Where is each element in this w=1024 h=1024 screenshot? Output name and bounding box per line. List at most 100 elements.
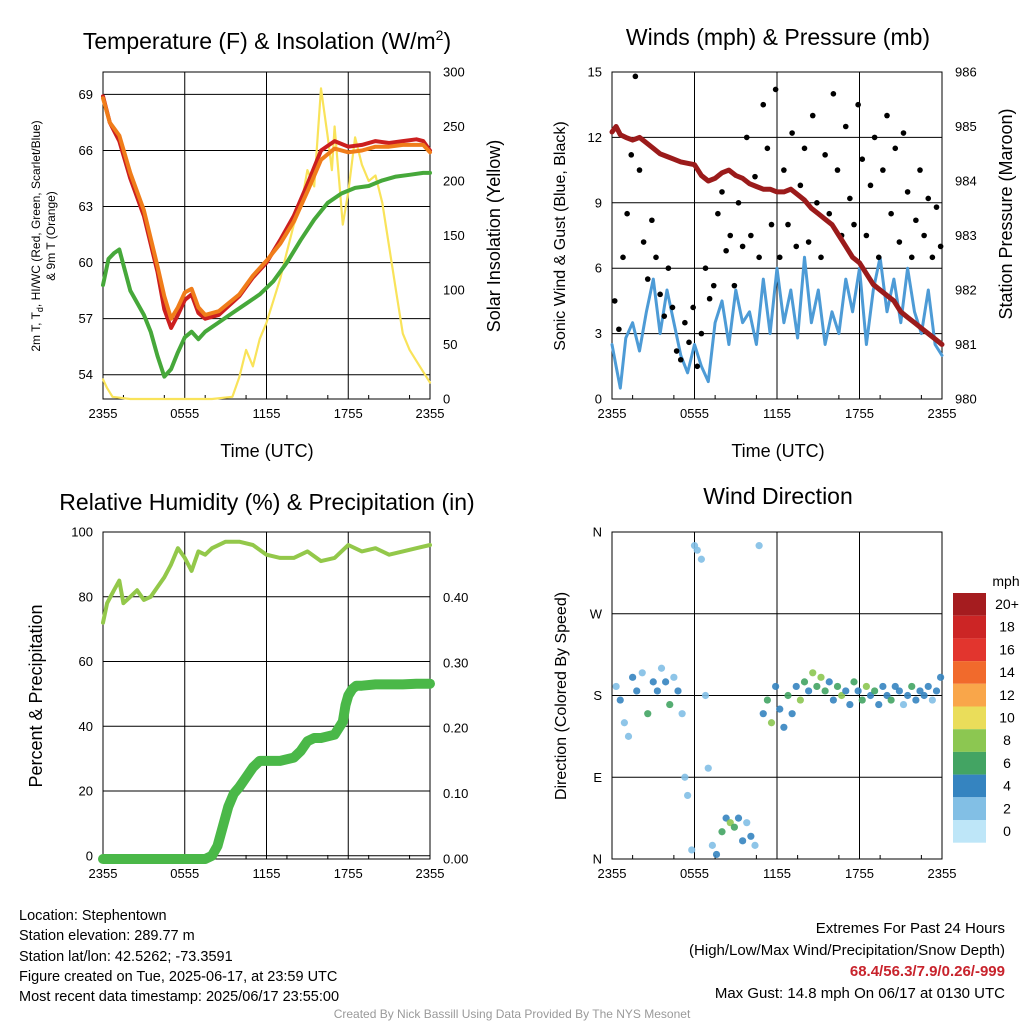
y-tick-label-left: 40: [79, 719, 93, 734]
gust-marker: [611, 298, 618, 304]
y-tick-label-left: S: [593, 688, 602, 703]
colorbar-label: 18: [999, 619, 1015, 635]
y-tick-label-left: 3: [595, 326, 602, 341]
y-tick-label-right: 986: [955, 65, 977, 80]
direction-point: [629, 673, 637, 681]
direction-point: [842, 687, 850, 695]
colorbar-swatch: [953, 683, 986, 707]
x-tick-label: 2355: [928, 406, 957, 421]
direction-point: [924, 682, 932, 691]
gust-marker: [917, 167, 923, 173]
gust-marker: [892, 145, 899, 152]
direction-point: [743, 819, 751, 827]
y-tick-label-left: 0: [595, 392, 602, 407]
direction-point: [920, 691, 928, 700]
humidity-panel: 0 20 40 60 80 100 0.00 0.10 0.20 0.30 0.40 2355 0555…: [26, 489, 475, 881]
direction-point: [858, 696, 866, 704]
direction-point: [825, 678, 833, 686]
station-elevation: Station elevation: 289.77 m: [19, 928, 195, 945]
gust-marker: [752, 173, 758, 180]
gust-marker: [739, 243, 746, 250]
x-tick-label: 0555: [680, 406, 709, 421]
direction-point: [937, 673, 945, 681]
gust-marker: [933, 204, 940, 210]
y-tick-label-right: 0.10: [443, 786, 468, 801]
x-tick-label: 1755: [334, 866, 363, 881]
gust-marker: [715, 210, 721, 217]
y-tick-label-right: 981: [955, 337, 977, 352]
colorbar-label: 14: [999, 664, 1015, 680]
gust-marker: [743, 134, 750, 141]
gust-marker: [723, 247, 729, 254]
direction-point: [784, 691, 792, 700]
direction-point: [674, 687, 682, 695]
gust-marker: [884, 112, 890, 119]
direction-point: [780, 723, 788, 731]
gust-marker: [649, 217, 655, 224]
gust-marker: [793, 243, 800, 250]
gust-marker: [620, 254, 626, 261]
gust-marker: [694, 363, 701, 370]
direction-point: [895, 687, 903, 695]
gust-marker: [896, 239, 903, 245]
y-tick-label-left: 12: [588, 130, 602, 145]
colorbar-unit-label: mph: [992, 573, 1019, 589]
x-tick-label: 1155: [253, 406, 281, 421]
chart-title: Relative Humidity (%) & Precipitation (i…: [59, 489, 474, 515]
direction-point: [712, 850, 721, 859]
direction-point: [887, 696, 895, 704]
y-tick-label-left: 6: [595, 261, 602, 276]
station-info: Location: Stephentown Station elevation:…: [19, 906, 339, 1007]
colorbar-label: 16: [999, 641, 1015, 657]
x-axis-label: Time (UTC): [731, 441, 824, 461]
gust-marker: [719, 189, 725, 195]
gust-marker: [628, 152, 635, 158]
direction-point: [817, 673, 825, 681]
y-tick-label-right: 0.40: [443, 590, 468, 605]
colorbar-swatch: [953, 615, 986, 639]
y-tick-label-right: 0.20: [443, 721, 468, 736]
gust-marker: [789, 130, 795, 136]
x-tick-label: 0555: [170, 406, 199, 421]
winds-panel: 0 3 6 9 12 15 980 981 982 983 984 985 986 2355 0555 115…: [552, 24, 1016, 461]
y-tick-label-left: 63: [79, 199, 93, 214]
gust-marker: [859, 156, 866, 162]
direction-point: [638, 669, 646, 677]
direction-point: [772, 682, 780, 691]
direction-point: [932, 687, 941, 695]
gust-marker: [851, 221, 857, 228]
gust-marker: [768, 221, 775, 228]
direction-point: [657, 664, 666, 672]
series-line-precip: [98, 678, 435, 864]
direction-point: [739, 837, 747, 845]
direction-point: [734, 814, 743, 822]
gust-marker: [624, 210, 630, 217]
gust-marker: [673, 348, 680, 354]
gust-marker: [809, 112, 816, 119]
y-tick-label-left: 54: [79, 367, 93, 382]
direction-point: [899, 700, 908, 709]
direction-point: [693, 546, 701, 554]
y-tick-label-right: 250: [443, 119, 465, 134]
y-axis-label-left: Sonic Wind & Gust (Blue, Black): [552, 121, 569, 350]
gust-marker: [706, 295, 713, 302]
y-tick-label-right: 984: [955, 174, 977, 189]
gust-marker: [805, 239, 812, 245]
gust-marker: [690, 304, 696, 311]
direction-point: [912, 696, 920, 704]
direction-point: [730, 823, 738, 831]
chart-title: Wind Direction: [703, 483, 853, 509]
y-tick-label-left: 57: [79, 311, 93, 326]
y-tick-label-right: 0.00: [443, 852, 468, 867]
station-location: Location: Stephentown: [19, 908, 167, 924]
gust-marker: [834, 167, 841, 173]
gust-marker: [776, 254, 783, 261]
direction-point: [908, 682, 916, 691]
direction-point: [718, 828, 726, 836]
colorbar-swatch: [953, 661, 986, 684]
colorbar-label: 12: [999, 687, 1015, 703]
y-tick-label-left: E: [593, 770, 602, 785]
gust-marker: [735, 200, 742, 206]
chart-title: Temperature (F) & Insolation (W/m2): [83, 27, 451, 54]
direction-point: [755, 542, 763, 550]
